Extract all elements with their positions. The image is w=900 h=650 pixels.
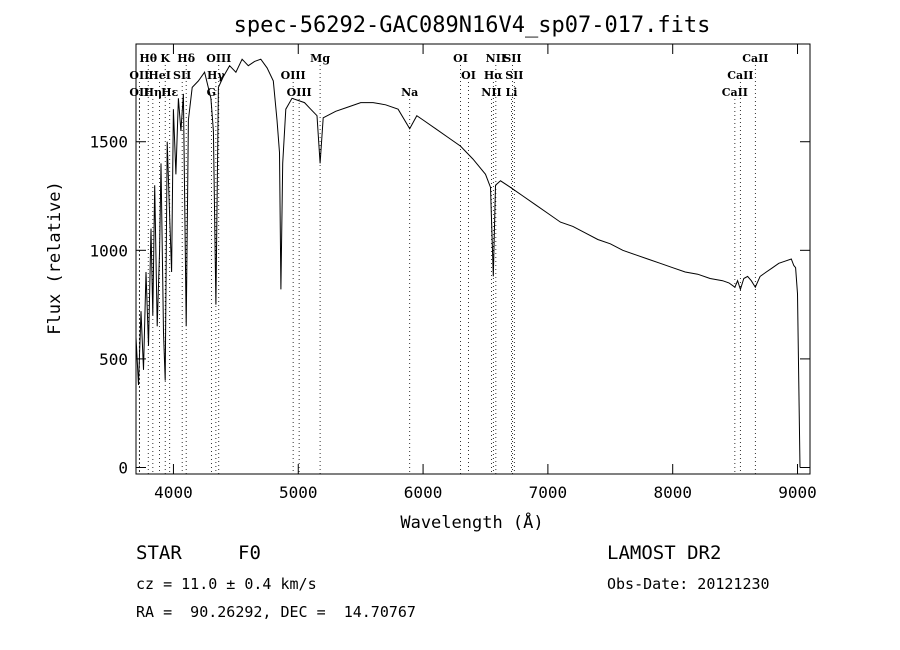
line-marker-label: CaII: [727, 69, 753, 82]
plot-frame: [135, 43, 811, 475]
line-marker-label: OIII: [287, 86, 312, 99]
x-axis-label: Wavelength (Å): [400, 511, 543, 533]
redshift-text: cz = 11.0 ± 0.4 km/s: [136, 575, 317, 593]
survey-name: LAMOST DR2: [607, 542, 722, 564]
y-tick-label: 1000: [89, 241, 128, 260]
x-tick-label: 6000: [404, 483, 443, 502]
line-marker-label: SII: [503, 52, 521, 65]
line-marker-label: Hγ: [207, 69, 225, 82]
line-marker-label: Mg: [310, 52, 330, 65]
y-tick-label: 1500: [89, 133, 128, 152]
line-marker-label: SII: [173, 69, 191, 82]
line-marker-label: Li: [505, 86, 517, 99]
line-marker-label: Hθ: [139, 52, 157, 65]
line-marker-label: Hε: [161, 86, 178, 99]
line-marker-label: OII: [129, 69, 149, 82]
line-marker-label: G: [207, 86, 216, 99]
line-marker-label: NII: [486, 52, 506, 65]
line-marker-label: CaII: [742, 52, 768, 65]
line-marker-label: Hα: [484, 69, 503, 82]
line-marker-label: OI: [453, 52, 468, 65]
x-tick-label: 7000: [529, 483, 568, 502]
x-tick-label: 4000: [154, 483, 193, 502]
line-marker-label: K: [160, 52, 170, 65]
coordinates-text: RA = 90.26292, DEC = 14.70767: [136, 603, 416, 621]
observation-date: Obs-Date: 20121230: [607, 575, 770, 593]
line-marker-label: OIII: [206, 52, 231, 65]
x-tick-label: 8000: [653, 483, 692, 502]
line-marker-label: Hδ: [177, 52, 195, 65]
y-axis-label: Flux (relative): [45, 181, 65, 335]
line-marker-label: Na: [401, 86, 418, 99]
y-tick-label: 0: [118, 458, 128, 477]
x-tick-label: 9000: [778, 483, 817, 502]
object-class: STAR: [136, 542, 182, 564]
line-marker-label: SII: [505, 69, 523, 82]
line-marker-label: HeI: [148, 69, 171, 82]
line-marker-label: Hη: [144, 86, 162, 99]
object-subclass: F0: [238, 542, 261, 564]
line-marker-label: OI: [461, 69, 476, 82]
line-marker-label: OIII: [281, 69, 306, 82]
line-marker-label: CaII: [722, 86, 748, 99]
line-marker-label: NII: [481, 86, 501, 99]
spectrum-line: [135, 58, 801, 468]
line-marker-label: OII: [129, 86, 149, 99]
chart-title: spec-56292-GAC089N16V4_sp07-017.fits: [234, 13, 711, 38]
x-tick-label: 5000: [279, 483, 318, 502]
y-tick-label: 500: [99, 350, 128, 369]
